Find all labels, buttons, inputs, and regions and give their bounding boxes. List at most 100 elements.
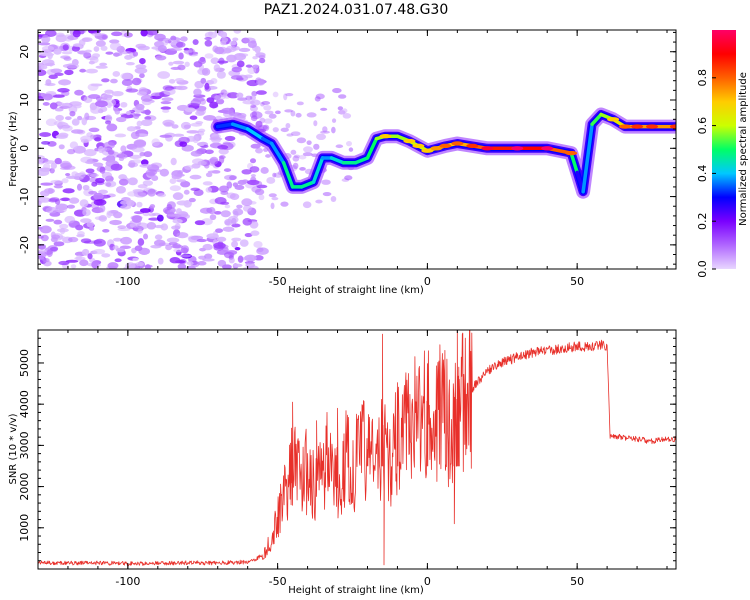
noise-blob [258, 54, 266, 60]
noise-blob [149, 204, 156, 209]
noise-blob [296, 101, 304, 106]
ridge-peak [511, 146, 524, 151]
noise-blob [61, 51, 73, 55]
noise-blob [266, 177, 276, 184]
noise-blob [91, 32, 103, 37]
noise-blob [118, 152, 125, 159]
noise-blob [183, 124, 191, 129]
ridge-segment [215, 122, 235, 129]
noise-blob [126, 126, 137, 132]
noise-blob [242, 217, 252, 226]
noise-blob [44, 82, 56, 87]
noise-blob [237, 255, 244, 263]
noise-blob [119, 51, 133, 55]
noise-blob [225, 45, 237, 53]
noise-blob [66, 62, 79, 69]
noise-blob [110, 78, 118, 84]
noise-blob [170, 66, 182, 70]
noise-blob [271, 197, 279, 201]
noise-blob [236, 204, 243, 209]
noise-blob [179, 141, 188, 147]
noise-blob [111, 91, 124, 97]
noise-blob [173, 133, 185, 137]
noise-blob [166, 237, 180, 243]
noise-blob [110, 163, 123, 171]
noise-blob [197, 160, 207, 166]
noise-blob [250, 115, 258, 122]
noise-blob [107, 150, 115, 155]
noise-blob [146, 30, 159, 36]
ridge-peak [607, 117, 620, 122]
noise-blob [215, 98, 225, 105]
noise-blob [39, 190, 50, 197]
noise-blob [40, 182, 54, 186]
noise-blob [254, 188, 265, 196]
noise-blob [314, 96, 321, 102]
noise-blob [100, 45, 108, 51]
noise-blob [135, 43, 147, 49]
noise-blob [109, 219, 122, 226]
noise-blob [168, 61, 174, 66]
noise-blob [204, 31, 218, 39]
noise-blob [280, 201, 289, 207]
noise-blob [265, 154, 271, 158]
noise-blob [156, 214, 164, 222]
noise-blob [204, 82, 210, 90]
noise-blob [270, 202, 275, 210]
noise-blob [64, 215, 76, 224]
noise-blob [78, 171, 86, 178]
noise-blob [198, 255, 207, 260]
noise-blob [188, 197, 196, 203]
noise-blob [80, 218, 92, 224]
noise-blob [285, 92, 294, 97]
spectrogram-y-tick-label: -10 [18, 188, 31, 206]
noise-blob [147, 188, 157, 197]
noise-blob [174, 223, 181, 230]
noise-blob [316, 133, 327, 141]
noise-blob [95, 96, 102, 102]
noise-blob [58, 79, 71, 86]
noise-blob [45, 218, 55, 222]
noise-blob [76, 254, 82, 262]
noise-blob [99, 166, 106, 174]
noise-blob [120, 101, 128, 108]
colorbar-tick-label: 0.0 [696, 260, 709, 278]
noise-blob [176, 179, 186, 183]
noise-blob [172, 192, 184, 201]
noise-blob [256, 247, 264, 253]
noise-blob [202, 258, 215, 262]
noise-blob [215, 228, 224, 233]
noise-blob [60, 162, 73, 169]
noise-blob [342, 108, 348, 114]
colorbar-tick-label: 0.2 [696, 212, 709, 230]
snr-x-label: Height of straight line (km) [288, 585, 424, 596]
noise-blob [178, 52, 184, 60]
noise-blob [54, 107, 64, 112]
noise-blob [49, 167, 55, 174]
noise-blob [140, 30, 148, 37]
noise-blob [102, 157, 111, 161]
noise-blob [127, 177, 138, 186]
noise-blob [139, 163, 152, 168]
noise-blob [201, 67, 211, 76]
noise-blob [132, 51, 139, 57]
snr-x-ticks: -100 -50 0 50 [37, 330, 668, 588]
noise-blob [84, 49, 92, 53]
noise-blob [247, 40, 257, 49]
noise-blob [71, 118, 80, 126]
noise-blob [125, 88, 139, 93]
ridge-peak [403, 138, 416, 144]
noise-blob [42, 93, 53, 101]
noise-blob [162, 119, 175, 127]
noise-blob [180, 180, 191, 188]
noise-blob [200, 77, 207, 84]
noise-blob [186, 130, 200, 134]
colorbar-gradient [712, 30, 736, 269]
noise-blob [238, 47, 251, 53]
noise-blob [136, 120, 143, 127]
noise-blob [223, 168, 232, 172]
noise-blob [38, 168, 50, 177]
noise-blob [330, 195, 337, 203]
noise-blob [230, 75, 243, 80]
noise-blob [298, 154, 307, 160]
